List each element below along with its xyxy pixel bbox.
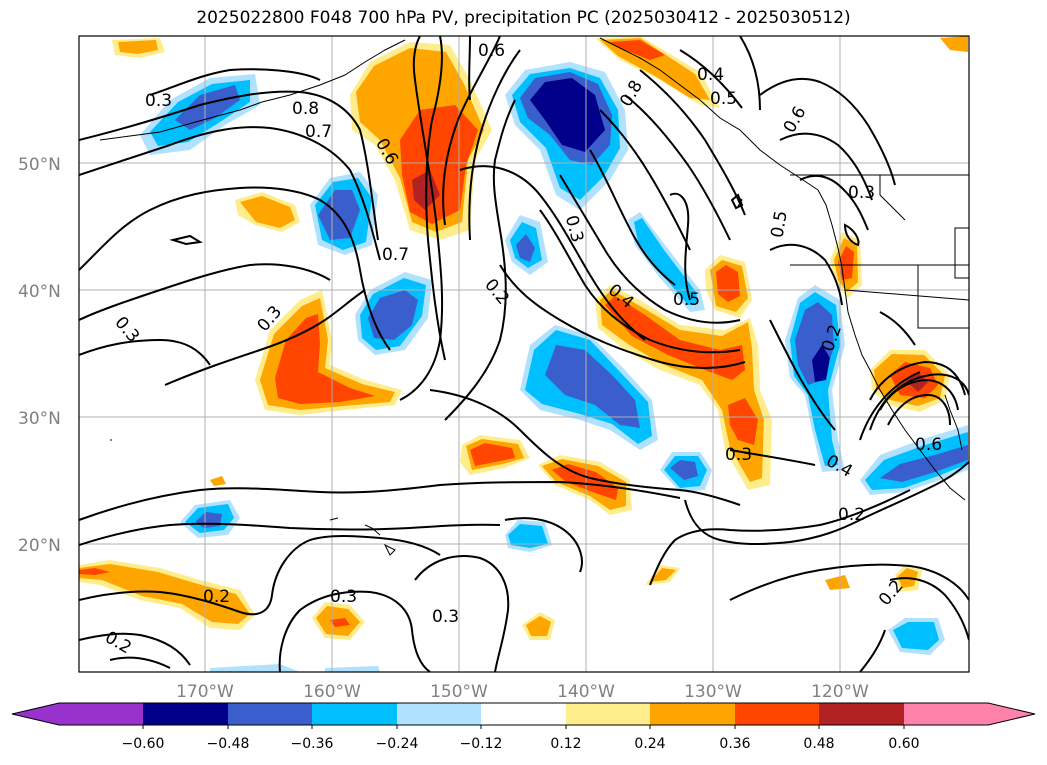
colorbar-outline: [11, 702, 1036, 726]
colorbar-swatch: [143, 703, 228, 725]
contour-label: 0.4: [697, 65, 724, 85]
colorbar-extend-low: [12, 703, 143, 725]
colorbar-swatch: [650, 703, 735, 725]
lon-label-120w: 120°W: [811, 682, 869, 702]
colorbar-swatch: [819, 703, 904, 725]
contour-label: 0.6: [780, 103, 811, 136]
contour-label: 0.2: [838, 505, 865, 525]
colorbar-tick-label: −0.48: [207, 736, 250, 752]
colorbar-tick-label: 0.24: [634, 736, 665, 752]
map-panel: 0.3 0.8 0.7 0.6 0.6 0.4 0.5 0.6 0.8 0.3 …: [79, 36, 969, 672]
contour-label: 0.2: [101, 627, 134, 658]
colorbar-tick-label: −0.24: [376, 736, 419, 752]
colorbar-tick-label: 0.48: [803, 736, 834, 752]
contour-label: 0.6: [478, 41, 505, 61]
contour-label: 0.5: [710, 89, 737, 109]
colorbar-tick-label: −0.12: [460, 736, 503, 752]
colorbar-tick-label: −0.36: [291, 736, 334, 752]
colorbar-tick-label: 0.60: [888, 736, 919, 752]
contour-label: 0.2: [203, 587, 230, 607]
contour-label: 0.3: [330, 587, 357, 607]
colorbar-tick-label: 0.12: [550, 736, 581, 752]
colorbar-swatch: [566, 703, 650, 725]
lat-label-20n: 20°N: [18, 536, 61, 556]
colorbar-swatch: [312, 703, 397, 725]
colorbar-tick-label: 0.36: [719, 736, 750, 752]
lon-label-170w: 170°W: [176, 682, 234, 702]
contour-label: 0.2: [480, 275, 513, 309]
colorbar-extend-high: [904, 703, 1035, 725]
contour-label: 0.8: [292, 99, 319, 119]
colorbar-tick-label: −0.60: [122, 736, 165, 752]
coastlines: [99, 37, 969, 556]
contour-label: 0.7: [382, 245, 409, 265]
lat-label-50n: 50°N: [18, 155, 61, 175]
contour-label: 0.3: [725, 445, 752, 465]
colorbar-swatch: [481, 703, 566, 725]
lon-label-160w: 160°W: [303, 682, 361, 702]
longitude-labels: 170°W 160°W 150°W 140°W 130°W 120°W: [176, 682, 869, 702]
contour-label: 0.5: [767, 209, 791, 239]
lon-label-130w: 130°W: [684, 682, 742, 702]
contour-label: 0.3: [561, 213, 587, 244]
colorbar: −0.60 −0.48 −0.36 −0.24 −0.12 0.12 0.24 …: [11, 702, 1036, 752]
map-title: 2025022800 F048 700 hPa PV, precipitatio…: [196, 8, 851, 28]
lon-label-150w: 150°W: [430, 682, 488, 702]
contour-label: 0.7: [305, 122, 332, 142]
lon-label-140w: 140°W: [557, 682, 615, 702]
map-frame: [78, 35, 970, 673]
contour-label: 0.3: [145, 91, 172, 111]
contour-label: 0.3: [848, 183, 875, 203]
contour-label: 0.3: [432, 607, 459, 627]
lat-label-30n: 30°N: [18, 409, 61, 429]
latitude-labels: 50°N 40°N 30°N 20°N: [18, 155, 61, 556]
contour-label: 0.5: [673, 290, 700, 310]
contour-label: 0.6: [915, 435, 942, 455]
graticule: [79, 36, 969, 672]
colorbar-swatch: [397, 703, 481, 725]
colorbar-swatch: [228, 703, 312, 725]
lat-label-40n: 40°N: [18, 282, 61, 302]
colorbar-swatch: [735, 703, 819, 725]
pv-contours: [79, 36, 969, 672]
